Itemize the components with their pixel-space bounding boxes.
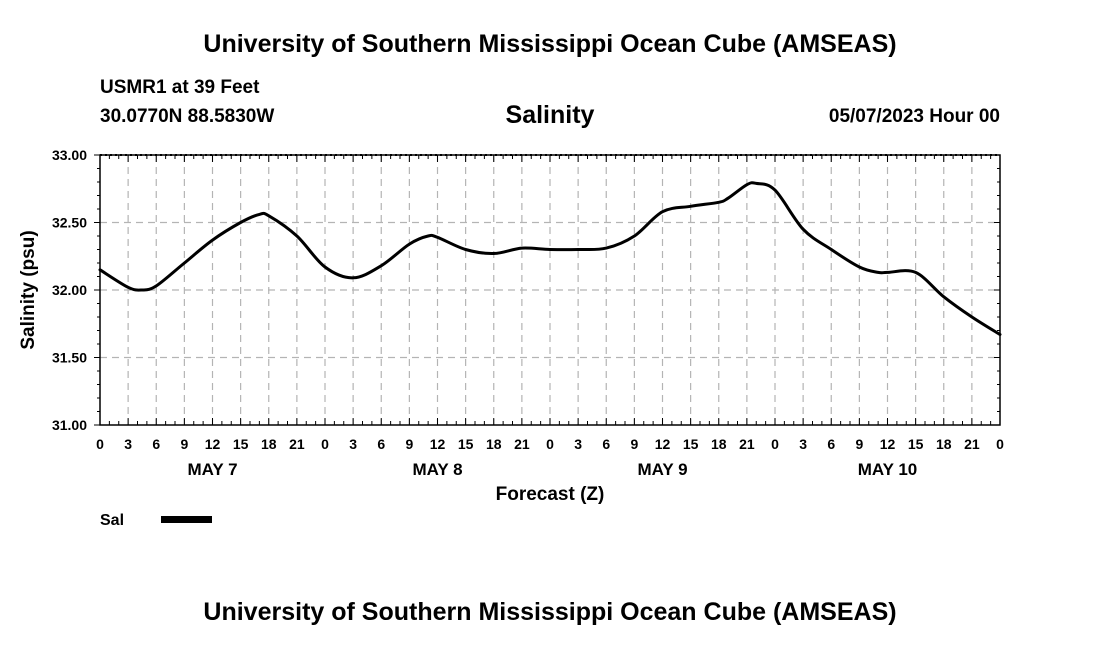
x-tick-label: 6 [827, 436, 835, 452]
x-tick-label: 12 [430, 436, 446, 452]
x-tick-label: 18 [711, 436, 727, 452]
day-labels: MAY 7 MAY 8 MAY 9 MAY 10 [187, 460, 917, 479]
day-label: MAY 10 [858, 460, 918, 479]
y-tick-labels: 31.00 31.50 32.00 32.50 33.00 [52, 147, 87, 433]
x-tick-label: 3 [799, 436, 807, 452]
x-tick-label: 3 [124, 436, 132, 452]
day-label: MAY 9 [637, 460, 687, 479]
day-label: MAY 7 [187, 460, 237, 479]
x-tick-label: 0 [996, 436, 1004, 452]
x-tick-label: 15 [683, 436, 699, 452]
x-axis-title: Forecast (Z) [496, 484, 605, 505]
x-tick-label: 6 [377, 436, 385, 452]
x-tick-label: 6 [152, 436, 160, 452]
x-tick-label: 12 [205, 436, 221, 452]
station-coordinates: 30.0770N 88.5830W [100, 106, 275, 127]
y-tick-label: 33.00 [52, 147, 87, 163]
x-tick-label: 12 [880, 436, 896, 452]
chart-title: Salinity [505, 101, 595, 129]
y-tick-label: 32.00 [52, 282, 87, 298]
y-tick-label: 31.00 [52, 417, 87, 433]
station-label: USMR1 at 39 Feet [100, 77, 260, 98]
footer-title: University of Southern Mississippi Ocean… [203, 598, 897, 626]
x-tick-label: 9 [405, 436, 413, 452]
day-label: MAY 8 [412, 460, 462, 479]
x-tick-label: 18 [261, 436, 277, 452]
x-tick-label: 21 [289, 436, 305, 452]
y-axis-title: Salinity (psu) [18, 230, 39, 349]
x-tick-label: 0 [96, 436, 104, 452]
x-tick-label: 12 [655, 436, 671, 452]
x-tick-label: 15 [458, 436, 474, 452]
x-tick-label: 6 [602, 436, 610, 452]
x-tick-label: 15 [908, 436, 924, 452]
x-tick-label: 3 [349, 436, 357, 452]
x-tick-label: 9 [855, 436, 863, 452]
y-tick-label: 32.50 [52, 215, 87, 231]
x-tick-label: 18 [936, 436, 952, 452]
x-tick-label: 9 [630, 436, 638, 452]
legend-swatch [161, 516, 212, 523]
page-title: University of Southern Mississippi Ocean… [203, 30, 897, 58]
grid-lines [100, 155, 1000, 425]
x-tick-label: 3 [574, 436, 582, 452]
x-tick-label: 21 [964, 436, 980, 452]
x-tick-label: 21 [514, 436, 530, 452]
salinity-series-line [98, 181, 1002, 336]
x-tick-label: 9 [180, 436, 188, 452]
axis-ticks [94, 154, 1001, 426]
x-tick-label: 21 [739, 436, 755, 452]
forecast-init-time: 05/07/2023 Hour 00 [828, 106, 1000, 127]
x-tick-label: 0 [321, 436, 329, 452]
y-tick-label: 31.50 [52, 350, 87, 366]
x-tick-label: 15 [233, 436, 249, 452]
legend-label: Sal [100, 512, 124, 529]
x-tick-labels: 0 3 6 9 12 15 18 21 0 3 6 9 12 15 18 21 0 3 6 9 12 15 18 21 0 3 6 9… [96, 436, 1004, 452]
x-tick-label: 0 [771, 436, 779, 452]
x-tick-label: 18 [486, 436, 502, 452]
x-tick-label: 0 [546, 436, 554, 452]
